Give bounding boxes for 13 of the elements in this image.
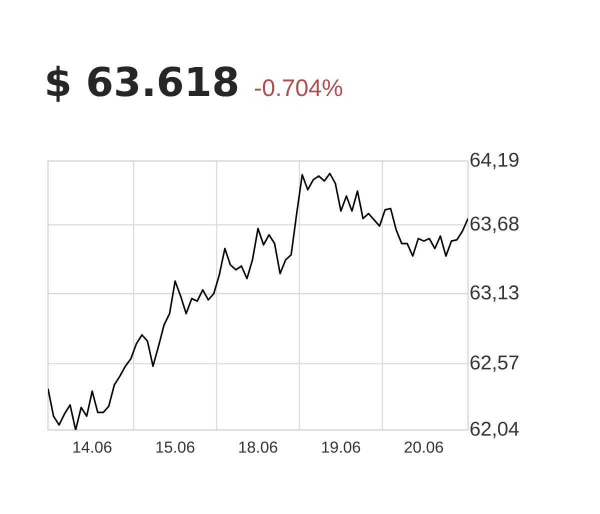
y-tick-label: 63,13 [470, 285, 519, 302]
x-tick-label: 18.06 [239, 442, 278, 453]
y-tick-label: 62,04 [470, 422, 519, 438]
x-tick-label: 14.06 [73, 442, 112, 453]
y-tick-label: 64,19 [470, 152, 518, 170]
y-tick-label: 63,68 [470, 216, 519, 234]
x-tick-label: 20.06 [404, 442, 444, 453]
x-tick-label: 15.06 [156, 442, 194, 453]
chart-subtitle: -0.704% [255, 79, 342, 96]
chart-title: $ 63.618 [47, 66, 238, 102]
y-tick-label: 62,57 [470, 355, 518, 372]
x-tick-label: 19.06 [322, 442, 360, 453]
line-series [48, 172, 468, 430]
